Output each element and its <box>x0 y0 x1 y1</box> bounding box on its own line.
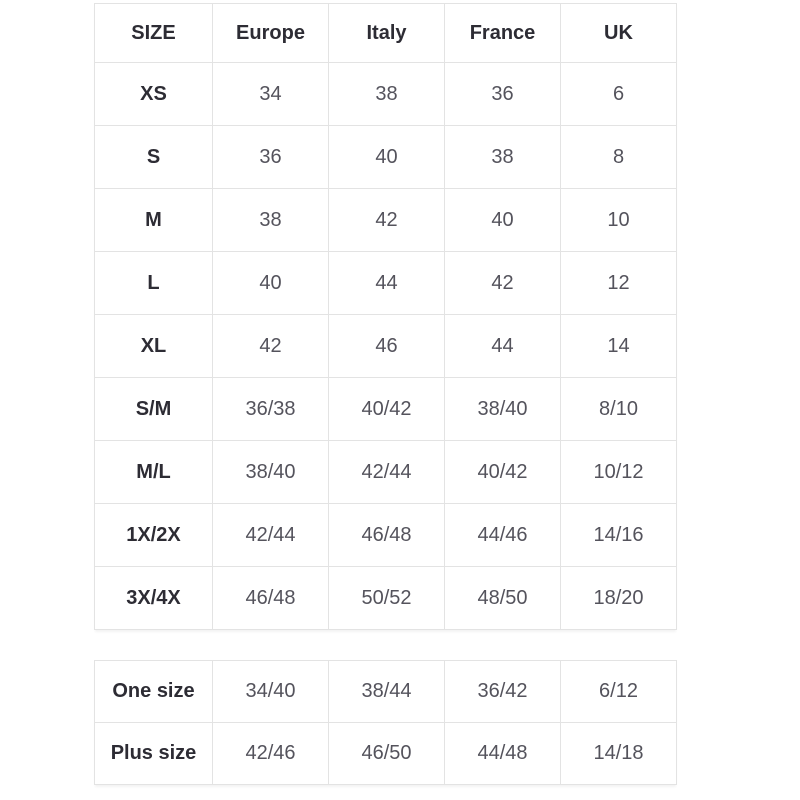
size-value-cell: 40/42 <box>328 377 445 441</box>
size-value-cell: 44 <box>328 251 445 315</box>
size-value-cell: 40 <box>444 188 561 252</box>
size-value-cell: 40 <box>212 251 329 315</box>
size-value-cell: 38/44 <box>328 660 445 723</box>
table-row-xs: XS 34 38 36 6 <box>94 62 677 126</box>
size-label-cell: XL <box>94 314 213 378</box>
table-row-sm: S/M 36/38 40/42 38/40 8/10 <box>94 377 677 441</box>
size-value-cell: 36 <box>444 62 561 126</box>
size-value-cell: 36/42 <box>444 660 561 723</box>
column-header-italy: Italy <box>328 3 445 63</box>
size-value-cell: 48/50 <box>444 566 561 630</box>
size-value-cell: 42 <box>212 314 329 378</box>
size-value-cell: 36/38 <box>212 377 329 441</box>
size-value-cell: 44/46 <box>444 503 561 567</box>
size-value-cell: 14 <box>560 314 677 378</box>
size-label-cell: One size <box>94 660 213 723</box>
size-value-cell: 46 <box>328 314 445 378</box>
special-sizes-table: One size 34/40 38/44 36/42 6/12 Plus siz… <box>94 660 677 785</box>
size-value-cell: 38/40 <box>444 377 561 441</box>
size-label-cell: L <box>94 251 213 315</box>
table-row-xl: XL 42 46 44 14 <box>94 314 677 378</box>
column-header-uk: UK <box>560 3 677 63</box>
size-label-cell: Plus size <box>94 722 213 785</box>
size-value-cell: 12 <box>560 251 677 315</box>
size-value-cell: 44 <box>444 314 561 378</box>
size-value-cell: 46/48 <box>212 566 329 630</box>
column-header-france: France <box>444 3 561 63</box>
size-label-cell: S <box>94 125 213 189</box>
table-row-l: L 40 44 42 12 <box>94 251 677 315</box>
size-value-cell: 10/12 <box>560 440 677 504</box>
size-value-cell: 6/12 <box>560 660 677 723</box>
column-header-europe: Europe <box>212 3 329 63</box>
size-value-cell: 6 <box>560 62 677 126</box>
size-value-cell: 42/46 <box>212 722 329 785</box>
size-value-cell: 18/20 <box>560 566 677 630</box>
size-value-cell: 42/44 <box>212 503 329 567</box>
size-value-cell: 42 <box>328 188 445 252</box>
size-conversion-table: SIZE Europe Italy France UK XS 34 38 36 … <box>94 3 677 630</box>
size-value-cell: 36 <box>212 125 329 189</box>
size-value-cell: 40/42 <box>444 440 561 504</box>
size-value-cell: 50/52 <box>328 566 445 630</box>
column-header-size: SIZE <box>94 3 213 63</box>
size-value-cell: 8 <box>560 125 677 189</box>
size-value-cell: 40 <box>328 125 445 189</box>
size-value-cell: 10 <box>560 188 677 252</box>
table-row-1x2x: 1X/2X 42/44 46/48 44/46 14/16 <box>94 503 677 567</box>
size-value-cell: 34/40 <box>212 660 329 723</box>
size-value-cell: 44/48 <box>444 722 561 785</box>
size-label-cell: S/M <box>94 377 213 441</box>
size-value-cell: 38 <box>328 62 445 126</box>
header-row: SIZE Europe Italy France UK <box>94 3 677 63</box>
table-row-plus-size: Plus size 42/46 46/50 44/48 14/18 <box>94 722 677 785</box>
size-value-cell: 38/40 <box>212 440 329 504</box>
size-value-cell: 34 <box>212 62 329 126</box>
size-value-cell: 8/10 <box>560 377 677 441</box>
size-value-cell: 46/48 <box>328 503 445 567</box>
size-value-cell: 14/18 <box>560 722 677 785</box>
table-row-3x4x: 3X/4X 46/48 50/52 48/50 18/20 <box>94 566 677 630</box>
size-value-cell: 38 <box>444 125 561 189</box>
size-value-cell: 42/44 <box>328 440 445 504</box>
size-value-cell: 38 <box>212 188 329 252</box>
table-row-m: M 38 42 40 10 <box>94 188 677 252</box>
size-value-cell: 42 <box>444 251 561 315</box>
table-row-s: S 36 40 38 8 <box>94 125 677 189</box>
size-label-cell: M <box>94 188 213 252</box>
table-row-one-size: One size 34/40 38/44 36/42 6/12 <box>94 660 677 723</box>
size-label-cell: 3X/4X <box>94 566 213 630</box>
table-row-ml: M/L 38/40 42/44 40/42 10/12 <box>94 440 677 504</box>
size-label-cell: 1X/2X <box>94 503 213 567</box>
size-value-cell: 46/50 <box>328 722 445 785</box>
size-value-cell: 14/16 <box>560 503 677 567</box>
size-label-cell: M/L <box>94 440 213 504</box>
size-label-cell: XS <box>94 62 213 126</box>
